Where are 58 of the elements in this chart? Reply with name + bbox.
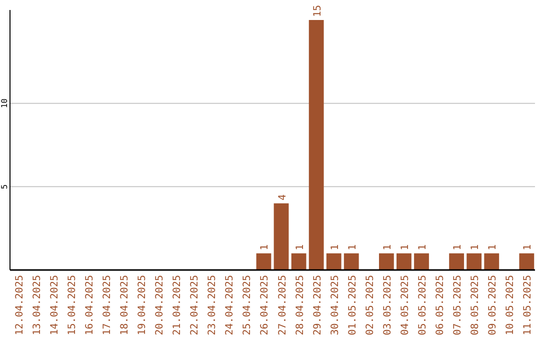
x-tick-label: 29.04.2025 (312, 275, 324, 336)
bar (414, 253, 429, 270)
x-tick-label: 18.04.2025 (120, 275, 130, 336)
bar (449, 253, 464, 270)
data-label: 1 (452, 244, 464, 250)
x-tick-label: 28.04.2025 (294, 275, 306, 336)
bar (344, 253, 359, 270)
x-tick-label: 25.04.2025 (242, 275, 254, 336)
x-tick-label: 10.05.2025 (505, 275, 516, 336)
bar (396, 253, 412, 270)
x-tick-label: 26.04.2025 (260, 275, 271, 336)
data-label: 1 (294, 244, 306, 250)
x-tick-label: 20.04.2025 (154, 275, 166, 336)
bar (484, 253, 500, 270)
bar (519, 253, 534, 270)
bar (256, 253, 272, 270)
x-tick-label: 17.04.2025 (102, 275, 113, 336)
x-tick-label: 02.05.2025 (364, 275, 376, 336)
y-tick-label: 5 (0, 184, 9, 190)
x-tick-label: 01.05.2025 (347, 275, 358, 336)
x-tick-label: 15.04.2025 (66, 275, 78, 336)
x-tick-label: 12.04.2025 (14, 275, 26, 336)
data-label: 1 (418, 244, 428, 250)
x-tick-label: 21.04.2025 (172, 275, 184, 336)
data-label: 15 (312, 4, 324, 17)
x-tick-label: 05.05.2025 (418, 275, 428, 336)
bar (378, 253, 394, 270)
x-tick-label: 22.04.2025 (190, 275, 201, 336)
data-label: 1 (470, 244, 482, 250)
x-tick-label: 06.05.2025 (435, 275, 446, 336)
bar (291, 253, 306, 270)
data-label: 1 (347, 244, 358, 250)
bar (274, 203, 289, 270)
data-label: 1 (260, 244, 271, 250)
x-tick-label: 23.04.2025 (207, 275, 218, 336)
x-tick-label: 08.05.2025 (470, 275, 482, 336)
x-tick-label: 07.05.2025 (452, 275, 464, 336)
x-tick-label: 30.04.2025 (330, 275, 341, 336)
data-label: 1 (330, 244, 341, 250)
x-tick-label: 11.05.2025 (522, 275, 534, 336)
x-tick-label: 24.04.2025 (224, 275, 236, 336)
x-tick-label: 04.05.2025 (400, 275, 411, 336)
data-label: 1 (488, 244, 499, 250)
data-label: 1 (382, 244, 394, 250)
data-label: 4 (277, 194, 288, 200)
x-tick-label: 13.04.2025 (32, 275, 43, 336)
y-tick-label: 10 (0, 98, 9, 108)
bar (308, 20, 324, 270)
x-tick-label: 03.05.2025 (382, 275, 394, 336)
data-label: 1 (522, 244, 534, 250)
x-tick-label: 16.04.2025 (84, 275, 96, 336)
x-tick-label: 19.04.2025 (137, 275, 148, 336)
data-label: 1 (400, 244, 411, 250)
x-tick-label: 09.05.2025 (488, 275, 499, 336)
x-tick-label: 14.04.2025 (49, 275, 60, 336)
x-tick-label: 27.04.2025 (277, 275, 288, 336)
bar (326, 253, 342, 270)
bar (466, 253, 482, 270)
